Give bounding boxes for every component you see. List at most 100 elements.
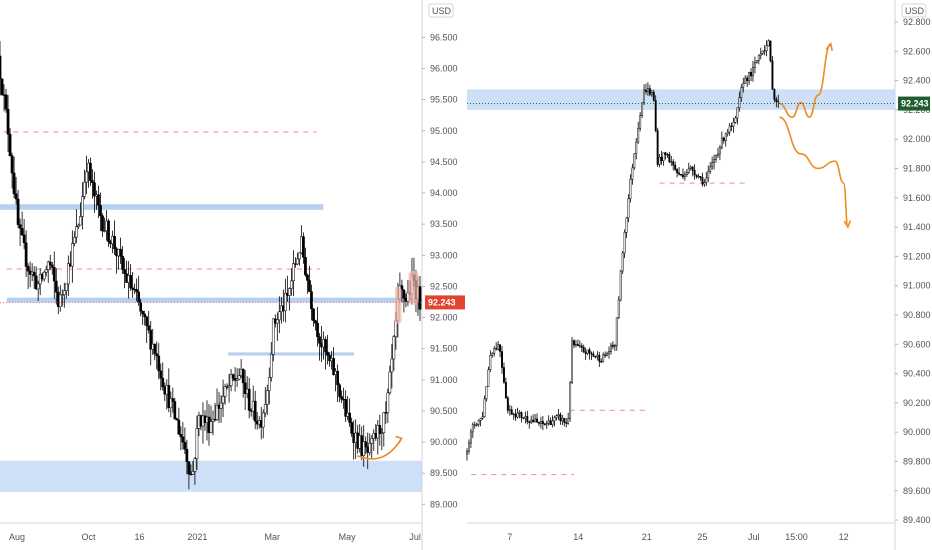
candle-body [573, 340, 575, 346]
candle-body [338, 384, 341, 397]
candle-body [261, 412, 265, 428]
candle-body [619, 270, 622, 301]
candle-body [8, 133, 12, 157]
projection-path[interactable] [779, 43, 832, 118]
candle-body [641, 102, 644, 116]
y-tick-label: 90.000 [903, 427, 931, 437]
candle-body [113, 235, 116, 250]
candle-body [588, 349, 591, 354]
candle-body [596, 354, 599, 357]
candle-body [501, 351, 503, 368]
y-tick-label: 91.200 [903, 251, 931, 261]
candle-body [771, 60, 774, 90]
candle-body [364, 441, 368, 448]
candle-body [277, 311, 281, 321]
candle-body [724, 133, 727, 141]
level-zone[interactable] [228, 352, 354, 356]
x-tick-label: Aug [9, 532, 25, 542]
candle-body [14, 193, 18, 200]
x-tick-label: 21 [642, 532, 652, 542]
x-tick-label: May [339, 532, 357, 542]
candle-body [736, 107, 739, 119]
candle-body [191, 471, 195, 475]
candle-body [149, 329, 153, 350]
candle-body [485, 386, 488, 400]
candle-body [219, 402, 223, 409]
y-tick-label: 92.600 [903, 46, 931, 56]
candle-body [715, 155, 717, 160]
highlight-marker[interactable] [408, 270, 419, 306]
candle-body [469, 431, 472, 444]
candle-body [227, 385, 231, 388]
candle-body [746, 77, 749, 82]
candle-body [615, 317, 618, 346]
left-price-chart[interactable]: 89.000 89.500 90.000 90.500 91.000 91.500 92.0… [0, 0, 465, 550]
y-tick-label: 90.000 [430, 437, 458, 447]
candle-body [503, 367, 505, 383]
candle-body [668, 154, 671, 162]
candle-body [79, 216, 82, 226]
y-tick-label: 90.800 [903, 310, 931, 320]
candle-body [629, 179, 632, 199]
candle-body [237, 375, 241, 380]
candle-body [530, 419, 533, 423]
candle-body [545, 422, 548, 425]
candle-body [139, 302, 143, 312]
level-zone[interactable] [6, 297, 422, 303]
candle-body [713, 159, 716, 163]
candle-body [32, 271, 36, 277]
candle-body [586, 349, 589, 354]
unit-label-box[interactable] [428, 3, 454, 18]
right-price-chart[interactable]: 89.400 89.600 89.800 90.000 90.200 90.400 90.6… [466, 0, 931, 550]
support-zone[interactable] [467, 89, 895, 110]
candle-body [695, 174, 698, 177]
x-tick-label: 7 [507, 532, 512, 542]
candle-body [16, 198, 20, 225]
candle-body [121, 256, 124, 270]
y-tick-label: 91.500 [430, 344, 458, 354]
candle-body [64, 283, 68, 291]
candle-body [99, 205, 102, 217]
y-tick-label: 92.400 [903, 76, 931, 86]
candle-body [734, 117, 737, 123]
y-tick-label: 91.000 [903, 281, 931, 291]
candle-body [288, 288, 291, 296]
candle-body [26, 266, 30, 272]
candle-body [348, 412, 352, 423]
unit-label-box[interactable] [901, 3, 927, 18]
candle-body [707, 171, 710, 179]
candle-body [58, 294, 62, 307]
candle-body [4, 94, 8, 110]
highlight-marker[interactable] [394, 286, 402, 324]
x-tick-label: 14 [573, 532, 583, 542]
projection-path[interactable] [779, 116, 849, 228]
candle-body [578, 345, 581, 347]
candle-body [193, 458, 197, 472]
candle-body [748, 72, 751, 82]
candle-body [534, 418, 537, 423]
candle-body [604, 354, 607, 356]
candle-body [767, 40, 770, 46]
candle-body [46, 261, 50, 270]
current-price-badge[interactable] [425, 295, 465, 310]
level-zone[interactable] [0, 204, 324, 210]
current-price-badge[interactable] [898, 96, 930, 111]
arrow-head [395, 435, 403, 444]
candle-body [483, 398, 486, 418]
candle-body [504, 382, 507, 399]
candle-body [705, 177, 708, 183]
candle-body [344, 399, 347, 417]
candle-body [129, 275, 132, 289]
candle-body [44, 269, 48, 273]
candle-body [302, 236, 305, 258]
candle-body [765, 45, 768, 52]
y-tick-label: 95.500 [430, 95, 458, 105]
candle-body [718, 147, 721, 155]
candle-body [215, 404, 219, 420]
support-zone[interactable] [0, 460, 422, 492]
candle-body [524, 416, 527, 419]
candle-body [481, 416, 484, 419]
candle-body [518, 412, 521, 414]
candle-body [555, 415, 558, 418]
